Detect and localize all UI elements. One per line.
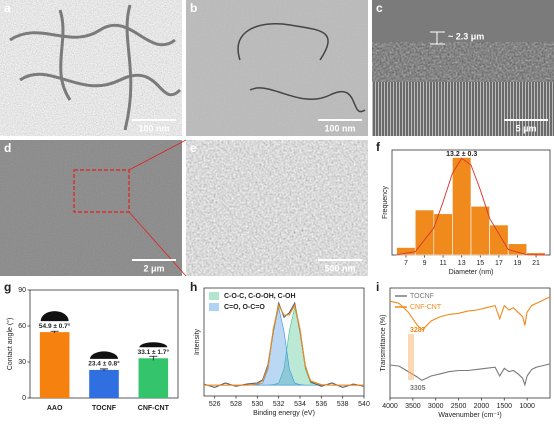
aao-layer: [372, 82, 554, 136]
x-axis-label: Binding energy (eV): [253, 410, 315, 417]
x-tick-label: 19: [514, 260, 522, 267]
panel-label: c: [376, 1, 383, 15]
legend-label: TOCNF: [410, 293, 434, 300]
sem-image-e: [186, 140, 368, 276]
legend-label: C-O-C, C-O-OH, C-OH: [224, 293, 296, 300]
tem-image-a: [0, 0, 182, 136]
panel-label: i: [376, 280, 379, 294]
error-bar: [100, 368, 108, 371]
x-tick-label: 528: [230, 401, 242, 408]
histogram-bar: [452, 157, 472, 256]
tem-grain-b: [186, 0, 368, 136]
film-layer: [372, 42, 554, 82]
spectrum-line: [389, 296, 551, 331]
legend-swatch: [209, 303, 219, 311]
panel-label: e: [190, 141, 197, 155]
x-tick-label: 15: [476, 260, 484, 267]
peak-label: 3305: [410, 385, 426, 392]
panel-label: g: [4, 280, 11, 294]
x-tick-label: 534: [294, 401, 306, 408]
scale-bar-label: 5 μm: [515, 123, 536, 133]
y-axis-label: Contact angle (°): [6, 318, 14, 371]
x-tick-label: 530: [251, 401, 263, 408]
fiber-network: [9, 4, 182, 131]
mean-label: 13.2 ± 0.3: [446, 151, 477, 158]
category-label: CNF-CNT: [138, 405, 170, 412]
thickness-label: ~ 2.3 μm: [448, 31, 484, 41]
x-tick-label: 9: [423, 260, 427, 267]
panel-label: d: [4, 141, 11, 155]
droplet: [139, 342, 168, 348]
scale-bar-label: 100 nm: [138, 123, 169, 133]
x-tick-label: 13: [458, 260, 466, 267]
x-tick-label: 17: [495, 260, 503, 267]
y-tick-label: 60: [18, 323, 26, 330]
x-tick-label: 532: [273, 401, 285, 408]
legend-label: C=O, O-C=O: [224, 304, 265, 311]
x-axis-label: Wavenumber (cm⁻¹): [438, 412, 501, 419]
bar: [39, 332, 70, 398]
micrographs: [0, 0, 554, 277]
droplet: [90, 351, 118, 359]
histogram-bar: [470, 205, 490, 256]
scale-bar-label: 500 nm: [324, 263, 355, 273]
peak-area: [204, 307, 364, 386]
spectrum-line: [389, 363, 551, 387]
panel-label: a: [4, 1, 11, 15]
x-tick-label: 21: [532, 260, 540, 267]
panel-label: b: [190, 1, 197, 15]
zoom-box: [73, 169, 130, 213]
x-tick-label: 2500: [451, 403, 467, 410]
x-tick-label: 536: [315, 401, 327, 408]
sem-grain-d: [0, 140, 182, 276]
bar: [89, 369, 119, 398]
y-tick-label: 30: [18, 359, 26, 366]
y-axis-label: Frequency: [382, 185, 389, 219]
fit-curve: [396, 157, 546, 256]
x-tick-label: 3000: [428, 403, 444, 410]
category-label: TOCNF: [92, 405, 117, 412]
bar-label: 54.9 ± 0.7°: [39, 322, 71, 330]
x-tick-label: 7: [404, 260, 408, 267]
plot-frame: [203, 287, 365, 397]
x-axis-label: Diameter (nm): [449, 269, 494, 276]
y-axis-label: Transmittance (%): [380, 315, 387, 372]
thickness-bracket: [430, 31, 445, 45]
y-axis-label: Intensity: [194, 328, 201, 355]
fiber: [237, 23, 366, 113]
y-tick-label: 90: [18, 287, 26, 294]
x-tick-label: 11: [439, 260, 446, 267]
peak-highlight: [408, 334, 414, 380]
x-tick-label: 1000: [519, 403, 535, 410]
bar-label: 23.4 ± 0.8°: [88, 360, 120, 368]
zoom-lines: [128, 139, 187, 277]
panel-label: f: [376, 140, 381, 154]
plot-frame: [389, 287, 551, 399]
x-tick-label: 526: [209, 401, 221, 408]
x-tick-label: 4000: [382, 403, 398, 410]
bar-label: 33.1 ± 1.7°: [138, 348, 170, 356]
x-tick-label: 540: [358, 401, 370, 408]
substrate-top: [372, 0, 554, 42]
scale-bar-label: 2 μm: [143, 263, 164, 273]
droplet: [40, 311, 69, 322]
legend-swatch: [209, 292, 219, 300]
peak-label: 3287: [410, 327, 426, 334]
error-bar: [149, 355, 158, 361]
x-tick-label: 1500: [496, 403, 512, 410]
bar: [138, 358, 169, 398]
x-tick-label: 3500: [405, 403, 421, 410]
panel-label: h: [190, 280, 197, 294]
y-tick-label: 0: [22, 395, 26, 402]
error-bar: [50, 330, 59, 333]
category-label: AAO: [47, 405, 63, 412]
histogram-bar: [489, 224, 509, 256]
legend-label: CNF-CNT: [410, 304, 442, 311]
histogram-bar: [507, 243, 528, 256]
spectrum-line: [204, 303, 364, 386]
x-tick-label: 538: [337, 401, 349, 408]
scale-bar-label: 100 nm: [324, 123, 355, 133]
x-tick-label: 2000: [474, 403, 490, 410]
